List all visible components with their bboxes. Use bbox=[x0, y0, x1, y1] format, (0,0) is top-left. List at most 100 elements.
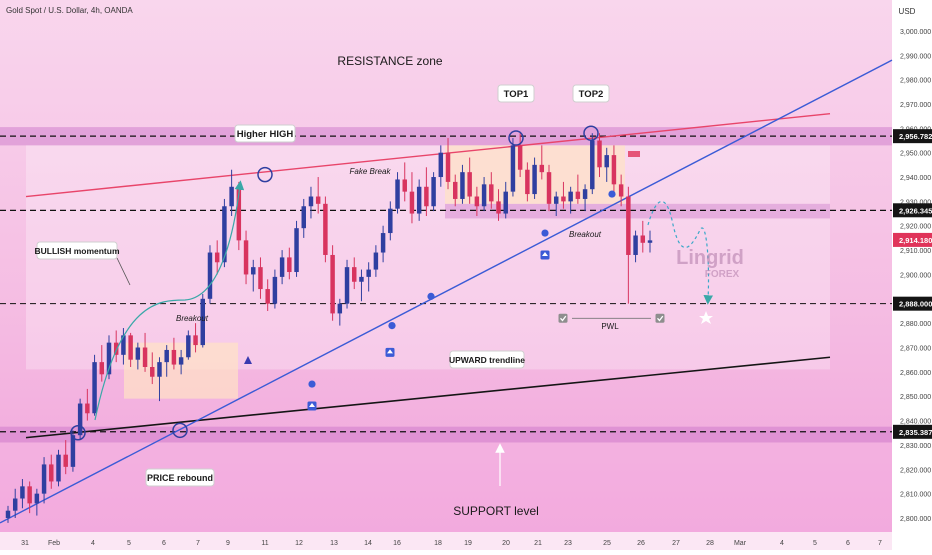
candle-body bbox=[265, 289, 270, 304]
upward-trendline-text: UPWARD trendline bbox=[449, 355, 525, 365]
candle-body bbox=[315, 196, 321, 204]
up-arrow-badge bbox=[307, 401, 317, 411]
time-tick-label: 4 bbox=[91, 540, 95, 547]
candle-body bbox=[20, 486, 25, 499]
price-tag-bg bbox=[893, 424, 932, 439]
candle-body bbox=[142, 347, 148, 367]
price-tag-label: 2,914.180 bbox=[899, 236, 932, 245]
candle bbox=[344, 259, 350, 309]
candle bbox=[568, 186, 573, 214]
projection-path bbox=[647, 200, 714, 305]
currency-label: USD bbox=[899, 7, 916, 16]
logo-main-text: Lingrid bbox=[676, 247, 744, 269]
price-tag-bg bbox=[893, 296, 932, 311]
candle-body bbox=[553, 196, 559, 204]
check-badge bbox=[655, 313, 665, 323]
candle bbox=[92, 354, 97, 416]
time-tick-label: 25 bbox=[603, 540, 611, 547]
candle-body bbox=[70, 435, 76, 467]
bullish-momentum-text: BULLISH momentum bbox=[35, 246, 120, 256]
candle-body bbox=[388, 208, 393, 234]
candle bbox=[279, 250, 285, 285]
breakout-label-1: Breakout bbox=[176, 314, 209, 323]
price-tick-label: 2,930.000 bbox=[900, 199, 931, 206]
candle-body bbox=[337, 303, 343, 314]
candle-body bbox=[575, 191, 581, 199]
candle-body bbox=[402, 179, 407, 192]
candle bbox=[546, 164, 552, 212]
candle bbox=[510, 138, 516, 197]
candle-body bbox=[135, 347, 141, 360]
candle-body bbox=[496, 201, 501, 214]
time-tick-label: 20 bbox=[502, 540, 510, 547]
candle-body bbox=[489, 184, 494, 202]
candle-body bbox=[445, 152, 451, 182]
price-tag: 2,835.387 bbox=[893, 424, 932, 439]
candle bbox=[582, 184, 588, 212]
candle-body bbox=[344, 267, 350, 304]
candle bbox=[452, 174, 458, 207]
candle bbox=[135, 342, 141, 370]
time-tick-label: 19 bbox=[464, 540, 472, 547]
breakout-zone-band bbox=[445, 203, 830, 219]
candle bbox=[77, 398, 83, 441]
candle bbox=[142, 332, 148, 372]
candle-body bbox=[380, 233, 386, 253]
time-tick-label: 28 bbox=[706, 540, 714, 547]
candle-body bbox=[34, 493, 40, 504]
candle bbox=[330, 245, 335, 321]
candle-body bbox=[640, 235, 646, 243]
trendlines-layer bbox=[0, 59, 893, 524]
up-arrow-badge bbox=[385, 347, 395, 357]
price-tick-label: 2,990.000 bbox=[900, 53, 931, 60]
price-tick-label: 2,970.000 bbox=[900, 102, 931, 109]
candle-body bbox=[294, 228, 299, 273]
time-tick-label: 12 bbox=[295, 540, 303, 547]
candle bbox=[150, 352, 155, 385]
candle-body bbox=[604, 155, 609, 168]
higher-high-text: Higher HIGH bbox=[237, 129, 294, 140]
candle-body bbox=[207, 252, 213, 299]
breakout-label-2: Breakout bbox=[569, 230, 602, 239]
candle bbox=[128, 332, 133, 367]
price-tag-bg bbox=[893, 203, 932, 218]
candle-body bbox=[633, 235, 638, 255]
candle-body bbox=[99, 362, 105, 375]
candle bbox=[200, 293, 206, 348]
candle bbox=[294, 220, 299, 277]
candle-body bbox=[409, 191, 415, 214]
candle-body bbox=[618, 184, 624, 197]
candle-body bbox=[647, 240, 653, 243]
time-tick-label: 5 bbox=[813, 540, 817, 547]
candle bbox=[178, 349, 184, 375]
price-tag-bg bbox=[893, 129, 932, 144]
support-level-label: SUPPORT level bbox=[453, 504, 539, 518]
check-badge bbox=[558, 313, 568, 323]
candle bbox=[424, 167, 429, 216]
lingrid-logo: Lingrid FOREX bbox=[676, 247, 744, 280]
candle-body bbox=[373, 252, 379, 270]
fake-break-label: Fake Break bbox=[350, 167, 392, 176]
price-tick-label: 2,820.000 bbox=[900, 467, 931, 474]
price-tick-label: 2,980.000 bbox=[900, 78, 931, 85]
candle-body bbox=[424, 186, 429, 207]
candle bbox=[481, 177, 487, 212]
candle-body bbox=[77, 403, 83, 436]
candle bbox=[388, 201, 393, 241]
candle-body bbox=[41, 464, 47, 494]
candle bbox=[503, 181, 508, 219]
candle bbox=[496, 189, 501, 221]
candle-body bbox=[12, 498, 18, 511]
candle-body bbox=[200, 298, 206, 346]
candle-body bbox=[63, 454, 68, 467]
price-tick-label: 2,900.000 bbox=[900, 272, 931, 279]
candle bbox=[5, 505, 11, 523]
candle-body bbox=[279, 257, 285, 277]
candle bbox=[243, 230, 249, 285]
candle-body bbox=[193, 335, 198, 346]
candle-body bbox=[178, 357, 184, 365]
candle-body bbox=[308, 196, 314, 207]
candle bbox=[157, 357, 162, 402]
candle-body bbox=[539, 164, 545, 173]
